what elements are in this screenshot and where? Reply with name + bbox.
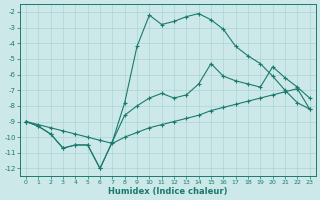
X-axis label: Humidex (Indice chaleur): Humidex (Indice chaleur) <box>108 187 228 196</box>
